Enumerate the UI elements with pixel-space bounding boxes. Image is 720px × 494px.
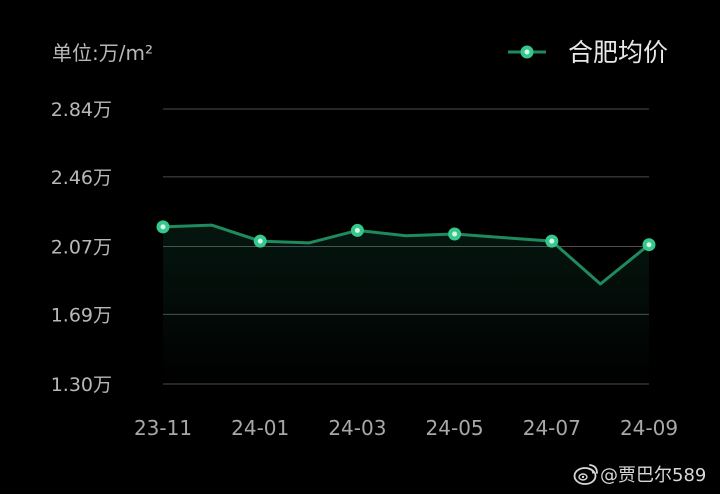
x-tick-label: 24-01 <box>231 416 289 440</box>
x-tick-label: 24-03 <box>328 416 386 440</box>
y-tick-label: 2.46万 <box>51 167 112 189</box>
legend[interactable]: 合肥均价 <box>508 38 668 67</box>
series-line-path <box>161 223 651 286</box>
watermark: @贾巴尔589 <box>573 464 706 486</box>
legend-label: 合肥均价 <box>568 38 668 67</box>
legend-marker-center <box>524 49 530 55</box>
data-point-center <box>257 238 263 244</box>
series-line <box>161 223 651 286</box>
x-axis-ticks: 23-11 24-01 24-03 24-05 24-07 24-09 <box>134 416 678 440</box>
x-tick-label: 24-07 <box>523 416 581 440</box>
unit-label: 单位:万/m² <box>52 41 153 65</box>
y-axis-ticks: 2.84万 2.46万 2.07万 1.69万 1.30万 <box>51 99 112 396</box>
data-point-center <box>160 224 166 230</box>
y-tick-label: 2.84万 <box>51 99 112 121</box>
y-tick-label: 1.30万 <box>51 374 112 396</box>
x-tick-label: 23-11 <box>134 416 192 440</box>
area-fill <box>163 225 649 384</box>
x-tick-label: 24-09 <box>620 416 678 440</box>
data-point-center <box>549 238 555 244</box>
data-point-center <box>354 227 360 233</box>
area-fill-path <box>163 225 649 384</box>
x-tick-label: 24-05 <box>426 416 484 440</box>
series-markers <box>156 220 656 252</box>
y-tick-label: 1.69万 <box>51 304 112 326</box>
weibo-icon <box>573 464 598 485</box>
watermark-text: @贾巴尔589 <box>600 465 706 486</box>
y-tick-label: 2.07万 <box>51 237 112 259</box>
data-point-center <box>452 231 458 237</box>
data-point-center <box>646 242 652 248</box>
